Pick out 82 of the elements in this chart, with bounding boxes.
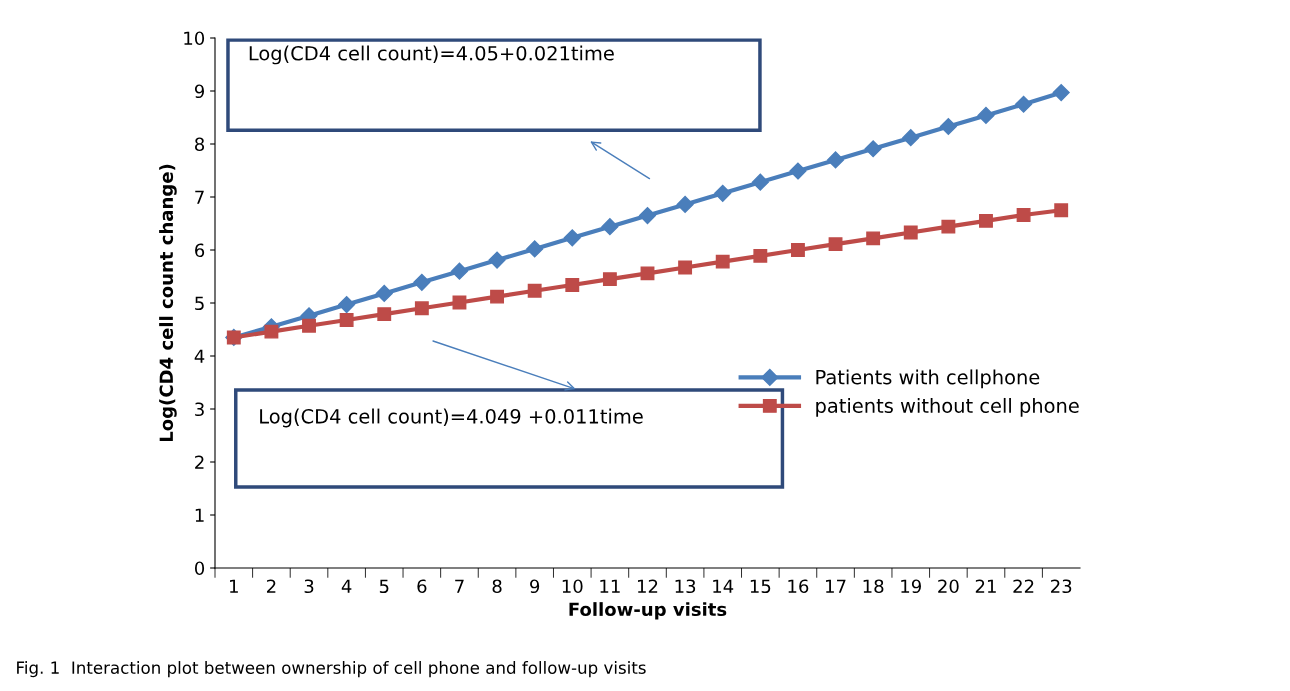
point: [338, 296, 356, 314]
x-tick-label: 18: [863, 579, 884, 594]
x-tick-label: 9: [530, 579, 540, 594]
x-tick-label: 19: [901, 579, 921, 594]
point: [678, 260, 693, 275]
point: [828, 237, 843, 252]
x-tick-label: 13: [675, 579, 696, 594]
point: [413, 273, 431, 291]
legend-label: patients without cell phone: [816, 397, 1079, 417]
x-tick-label: 2: [266, 579, 276, 593]
point: [1015, 95, 1033, 113]
x-tick-label: 21: [975, 579, 996, 593]
point: [903, 225, 918, 240]
point: [751, 173, 769, 191]
point: [715, 254, 730, 269]
legend-label: Patients with cellphone: [816, 369, 1040, 389]
point: [866, 231, 881, 246]
x-tick-label: 11: [600, 579, 620, 593]
point: [563, 229, 581, 247]
point: [939, 117, 957, 136]
point: [826, 151, 845, 169]
y-tick-label: 9: [194, 84, 205, 99]
y-tick-label: 7: [195, 190, 204, 204]
point: [526, 240, 544, 258]
x-tick-label: 14: [713, 579, 734, 593]
point: [977, 106, 995, 124]
point: [676, 195, 694, 213]
point: [638, 206, 657, 225]
x-axis-title: Follow-up visits: [569, 602, 727, 620]
point: [941, 219, 956, 234]
x-tick-label: 17: [826, 579, 846, 593]
y-tick-label: 6: [195, 243, 205, 258]
point: [1054, 203, 1069, 218]
point: [414, 301, 429, 316]
x-tick-label: 15: [750, 579, 771, 594]
point: [527, 283, 542, 298]
x-tick-label: 12: [638, 579, 658, 593]
point: [375, 284, 393, 303]
y-tick-label: 2: [195, 455, 204, 469]
point: [602, 272, 617, 287]
point: [302, 318, 316, 333]
point: [601, 218, 619, 236]
point: [902, 129, 920, 147]
y-tick-label: 0: [194, 561, 205, 576]
point: [790, 243, 805, 257]
x-tick-label: 5: [379, 579, 389, 594]
x-tick-label: 20: [938, 579, 959, 594]
point: [753, 248, 768, 263]
y-tick-label: 10: [184, 31, 205, 46]
x-tick-label: 8: [492, 579, 502, 594]
point: [640, 266, 655, 281]
point: [1052, 84, 1070, 102]
point: [1016, 208, 1031, 222]
point: [979, 213, 993, 228]
point: [490, 289, 505, 304]
y-tick-label: 1: [195, 508, 204, 522]
x-tick-label: 23: [1051, 579, 1072, 594]
point: [488, 251, 506, 269]
annotation: Log(CD4 cell count)=4.05+0.021time: [249, 45, 614, 65]
x-tick-label: 16: [788, 579, 809, 594]
point: [714, 184, 732, 202]
x-tick-label: 4: [341, 579, 352, 593]
y-tick-label: 8: [195, 137, 205, 152]
x-tick-label: 3: [304, 579, 314, 594]
x-tick-label: 22: [1013, 579, 1034, 593]
point: [565, 278, 580, 292]
point: [377, 307, 392, 322]
annotation: Log(CD4 cell count)=4.049 +0.011time: [260, 408, 643, 428]
x-tick-label: 10: [562, 579, 583, 594]
y-tick-label: 5: [195, 296, 204, 311]
point: [450, 262, 469, 280]
point: [864, 140, 882, 158]
x-tick-label: 6: [417, 579, 427, 594]
y-axis-title: Log(CD4 cell count change): [159, 164, 177, 442]
point: [339, 313, 354, 327]
x-tick-label: 1: [230, 579, 238, 593]
y-tick-label: 4: [194, 349, 205, 363]
point: [789, 162, 807, 180]
x-tick-label: 7: [455, 579, 464, 593]
caption: Fig. 1 Interaction plot between ownership of cell phone and follow-up visits: [17, 661, 646, 678]
point: [264, 324, 279, 339]
y-tick-label: 3: [195, 402, 204, 417]
